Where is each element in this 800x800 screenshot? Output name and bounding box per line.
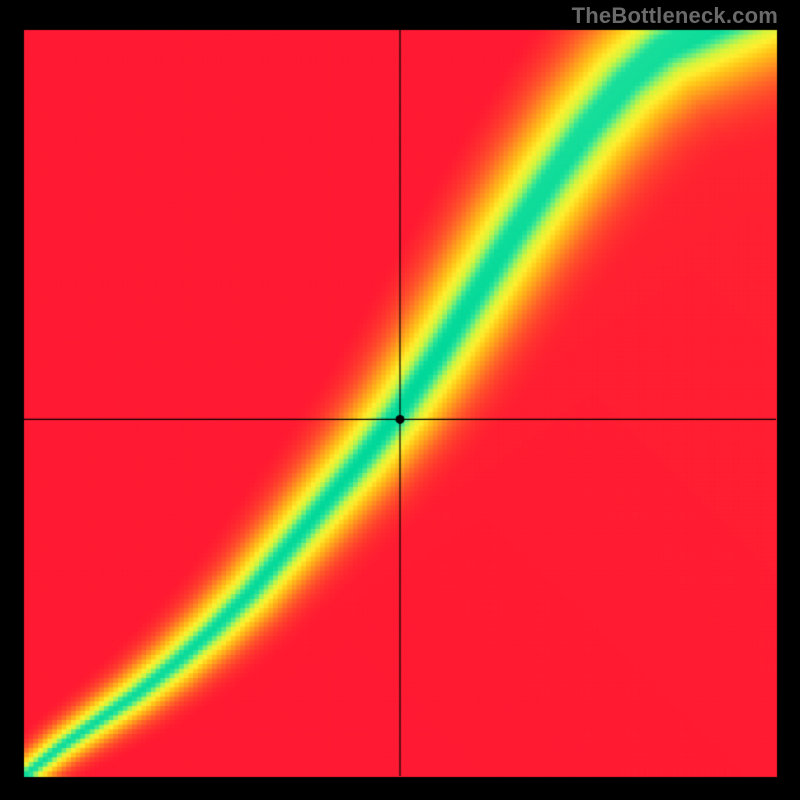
watermark-text: TheBottleneck.com	[572, 3, 778, 29]
chart-container: TheBottleneck.com	[0, 0, 800, 800]
heatmap-canvas	[0, 0, 800, 800]
